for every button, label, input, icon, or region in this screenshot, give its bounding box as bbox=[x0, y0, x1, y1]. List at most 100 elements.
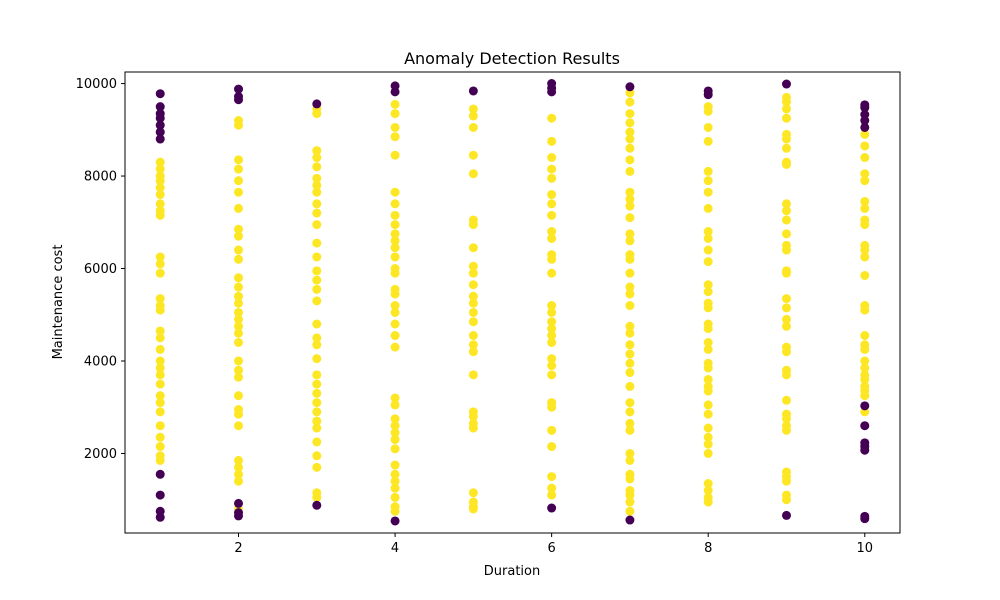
normal-point bbox=[390, 414, 400, 424]
normal-point bbox=[234, 203, 244, 213]
normal-point bbox=[703, 280, 713, 290]
normal-point bbox=[390, 236, 400, 246]
normal-point bbox=[155, 164, 165, 174]
normal-point bbox=[547, 402, 557, 412]
normal-point bbox=[703, 439, 713, 449]
normal-point bbox=[468, 291, 478, 301]
normal-point bbox=[155, 333, 165, 343]
normal-point bbox=[390, 307, 400, 317]
normal-point bbox=[234, 254, 244, 264]
anomaly-point bbox=[390, 87, 400, 97]
normal-point bbox=[234, 469, 244, 479]
y-tick-label: 10000 bbox=[76, 77, 117, 92]
normal-point bbox=[390, 199, 400, 209]
normal-point bbox=[234, 187, 244, 197]
normal-point bbox=[234, 455, 244, 465]
normal-point bbox=[547, 153, 557, 163]
normal-point bbox=[703, 344, 713, 354]
normal-point bbox=[468, 307, 478, 317]
normal-point bbox=[155, 442, 165, 452]
normal-point bbox=[703, 432, 713, 442]
normal-point bbox=[547, 136, 557, 146]
normal-point bbox=[547, 199, 557, 209]
normal-point bbox=[312, 199, 322, 209]
normal-point bbox=[155, 391, 165, 401]
normal-point bbox=[312, 379, 322, 389]
anomaly-point bbox=[547, 503, 557, 513]
normal-point bbox=[390, 393, 400, 403]
normal-point bbox=[390, 400, 400, 410]
normal-point bbox=[312, 252, 322, 262]
normal-point bbox=[703, 386, 713, 396]
normal-point bbox=[703, 227, 713, 237]
normal-point bbox=[468, 317, 478, 327]
normal-point bbox=[625, 187, 635, 197]
normal-point bbox=[468, 261, 478, 271]
normal-point bbox=[312, 187, 322, 197]
normal-point bbox=[234, 155, 244, 165]
normal-point bbox=[547, 354, 557, 364]
normal-point bbox=[625, 398, 635, 408]
normal-point bbox=[781, 495, 791, 505]
normal-point bbox=[390, 252, 400, 262]
normal-point bbox=[390, 229, 400, 239]
normal-point bbox=[625, 358, 635, 368]
normal-point bbox=[468, 111, 478, 121]
anomaly-point bbox=[155, 113, 165, 123]
anomaly-point bbox=[155, 512, 165, 522]
normal-point bbox=[312, 388, 322, 398]
normal-point bbox=[781, 229, 791, 239]
normal-point bbox=[781, 370, 791, 380]
normal-point bbox=[781, 314, 791, 324]
normal-point bbox=[390, 469, 400, 479]
anomaly-point bbox=[547, 87, 557, 97]
normal-point bbox=[155, 421, 165, 431]
plot-frame bbox=[124, 71, 901, 534]
normal-point bbox=[860, 356, 870, 366]
normal-point bbox=[547, 113, 557, 123]
y-tick-label: 8000 bbox=[84, 170, 117, 185]
normal-point bbox=[860, 169, 870, 179]
normal-point bbox=[312, 238, 322, 248]
normal-point bbox=[155, 326, 165, 336]
normal-point bbox=[781, 347, 791, 357]
normal-point bbox=[468, 104, 478, 114]
normal-point bbox=[234, 409, 244, 419]
anomaly-point bbox=[860, 103, 870, 113]
normal-point bbox=[547, 331, 557, 341]
normal-point bbox=[155, 379, 165, 389]
normal-point bbox=[312, 407, 322, 417]
normal-point bbox=[312, 275, 322, 285]
normal-point bbox=[625, 506, 635, 516]
normal-point bbox=[781, 268, 791, 278]
anomaly-point bbox=[860, 116, 870, 126]
normal-point bbox=[625, 321, 635, 331]
normal-point bbox=[703, 166, 713, 176]
normal-point bbox=[390, 132, 400, 142]
normal-point bbox=[390, 301, 400, 311]
normal-point bbox=[390, 483, 400, 493]
normal-point bbox=[234, 307, 244, 317]
normal-point bbox=[312, 437, 322, 447]
normal-point bbox=[625, 201, 635, 211]
normal-point bbox=[781, 215, 791, 225]
normal-point bbox=[547, 227, 557, 237]
normal-point bbox=[468, 243, 478, 253]
normal-point bbox=[155, 432, 165, 442]
normal-point bbox=[547, 254, 557, 264]
normal-point bbox=[547, 173, 557, 183]
x-tick-label: 6 bbox=[548, 541, 556, 556]
normal-point bbox=[781, 476, 791, 486]
normal-point bbox=[390, 460, 400, 470]
normal-point bbox=[781, 414, 791, 424]
normal-point bbox=[468, 504, 478, 514]
y-axis-label: Maintenance cost bbox=[51, 245, 66, 360]
normal-point bbox=[703, 324, 713, 334]
normal-point bbox=[390, 492, 400, 502]
normal-point bbox=[468, 150, 478, 160]
normal-point bbox=[547, 361, 557, 371]
normal-point bbox=[860, 129, 870, 139]
anomaly-point bbox=[312, 99, 322, 109]
normal-point bbox=[703, 374, 713, 384]
y-tick-label: 4000 bbox=[84, 354, 117, 369]
